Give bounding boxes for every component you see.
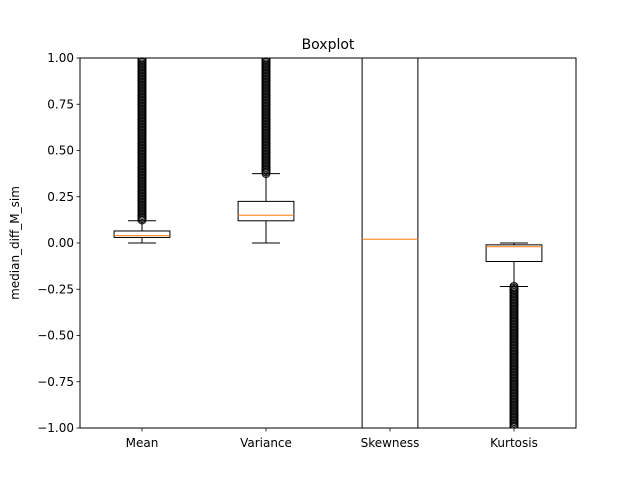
y-tick-label: 0.00	[47, 236, 74, 250]
plot-elements	[113, 58, 543, 428]
y-tick-label: 0.25	[47, 190, 74, 204]
x-tick-label: Kurtosis	[490, 436, 538, 450]
y-tick-label: −0.75	[37, 375, 74, 389]
fliers-mean	[137, 58, 147, 225]
y-tick-label: −1.00	[37, 421, 74, 435]
x-tick-label: Mean	[126, 436, 159, 450]
box-kurtosis	[485, 244, 543, 263]
y-axis-label: median_diff_M_sim	[8, 186, 22, 300]
x-tick-label: Skewness	[361, 436, 420, 450]
box-mean	[113, 230, 171, 238]
box-skewness	[361, 58, 419, 428]
y-tick-label: −0.50	[37, 329, 74, 343]
y-tick-label: 0.75	[47, 97, 74, 111]
y-tick-label: 0.50	[47, 144, 74, 158]
y-tick-label: −0.25	[37, 282, 74, 296]
y-tick-label: 1.00	[47, 51, 74, 65]
box-variance	[237, 200, 295, 222]
ticks: −1.00 −0.75 −0.50 −0.25 0.00 0.25 0.50 0.75 1.00…	[37, 51, 538, 450]
fliers-kurtosis	[509, 281, 519, 428]
chart-title: Boxplot	[302, 37, 355, 53]
fliers-variance	[261, 58, 271, 178]
flier-point	[509, 422, 519, 428]
x-tick-label: Variance	[240, 436, 292, 450]
